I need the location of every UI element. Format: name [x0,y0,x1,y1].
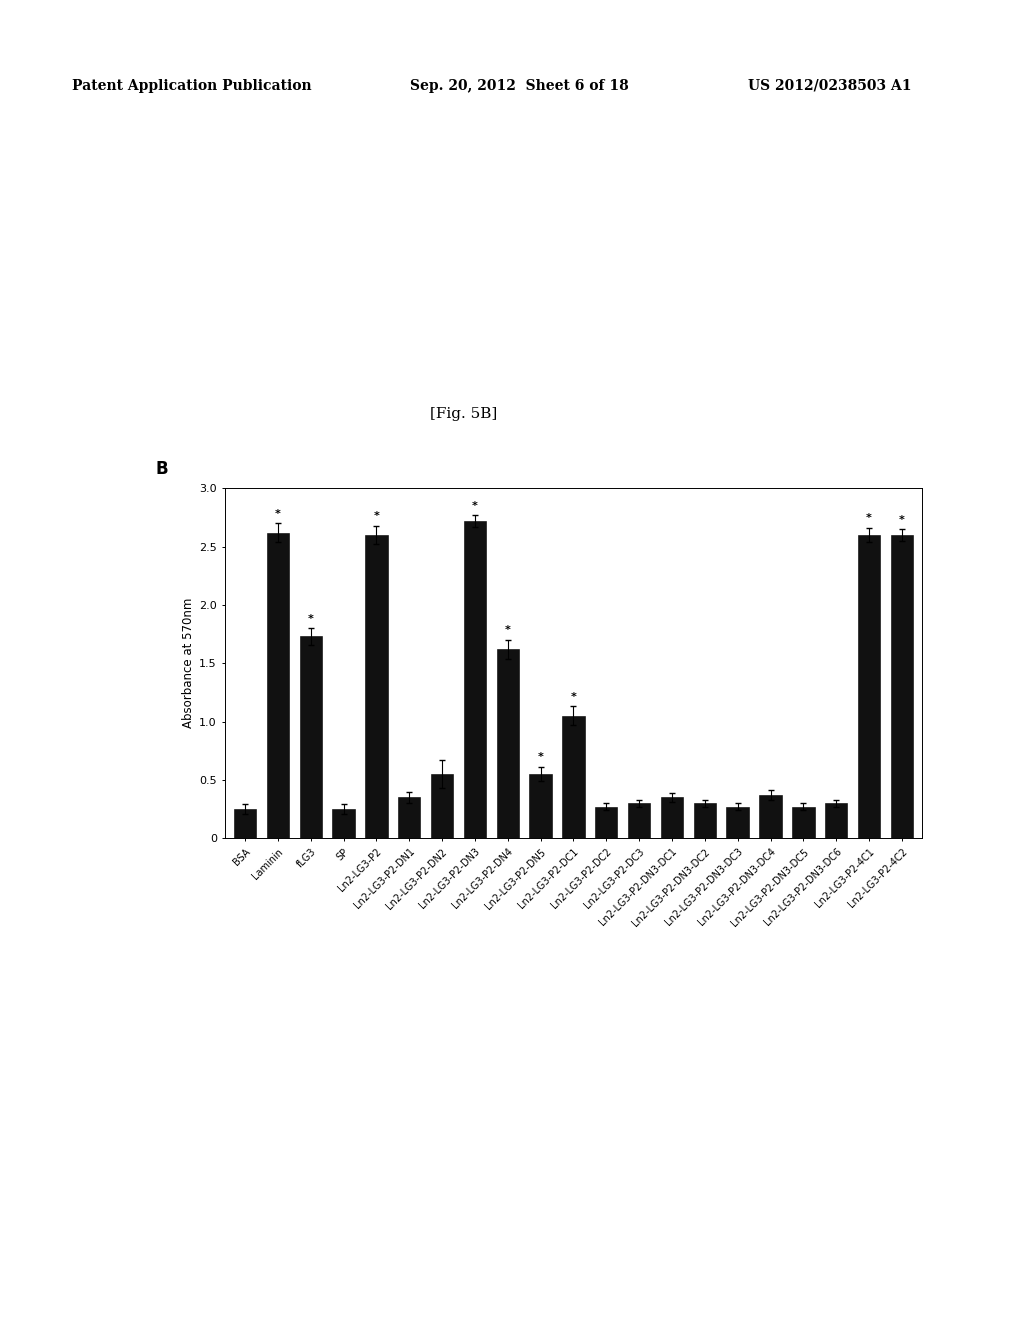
Bar [366,535,387,838]
Bar [333,809,354,838]
Bar [760,795,781,838]
Text: *: * [472,500,478,511]
Bar [628,803,650,838]
Text: *: * [899,515,905,524]
Bar [464,521,486,838]
Bar [693,803,716,838]
Bar [825,803,848,838]
Text: *: * [274,508,281,519]
Bar [793,807,814,838]
Text: *: * [538,752,544,763]
Bar [726,807,749,838]
Text: Sep. 20, 2012  Sheet 6 of 18: Sep. 20, 2012 Sheet 6 of 18 [410,79,629,92]
Bar [562,715,585,838]
Bar [233,809,256,838]
Bar [891,535,913,838]
Text: [Fig. 5B]: [Fig. 5B] [430,408,498,421]
Bar [858,535,881,838]
Bar [529,774,552,838]
Bar [266,533,289,838]
Text: *: * [374,511,379,521]
Bar [299,636,322,838]
Y-axis label: Absorbance at 570nm: Absorbance at 570nm [182,598,195,729]
Text: *: * [866,513,872,523]
Bar [595,807,617,838]
Text: US 2012/0238503 A1: US 2012/0238503 A1 [748,79,911,92]
Text: *: * [570,692,577,702]
Text: Patent Application Publication: Patent Application Publication [72,79,311,92]
Bar [431,774,454,838]
Text: *: * [308,614,313,623]
Text: *: * [505,626,511,635]
Text: B: B [156,461,168,478]
Bar [497,649,519,838]
Bar [660,797,683,838]
Bar [398,797,421,838]
